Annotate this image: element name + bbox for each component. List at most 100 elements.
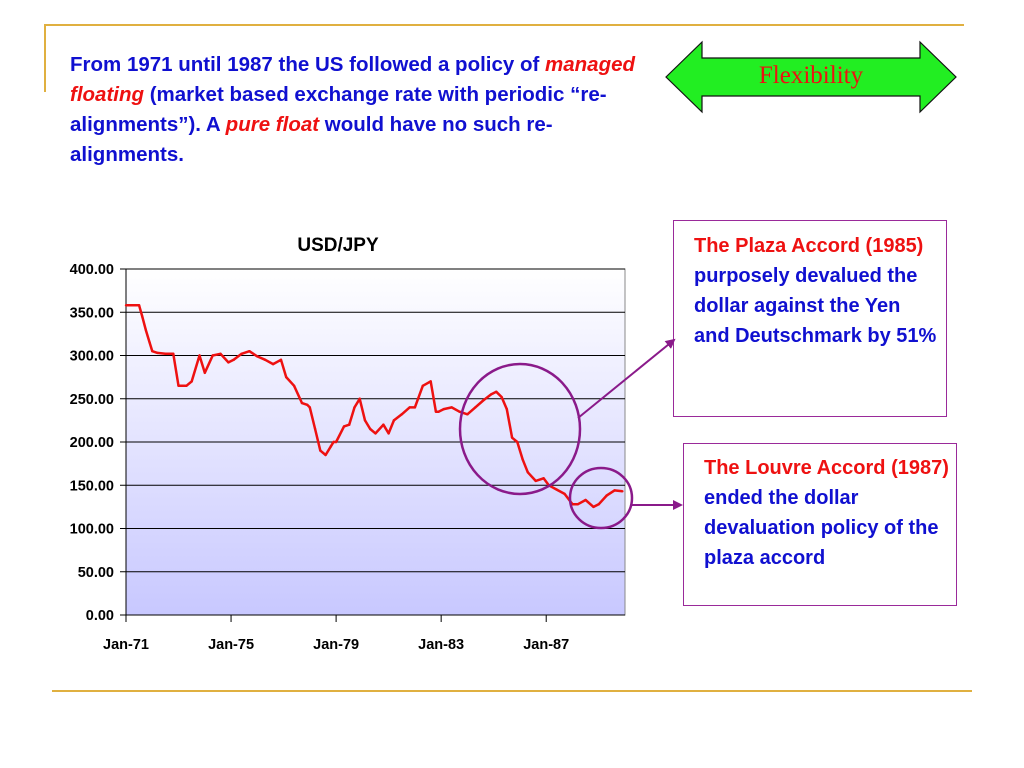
data-point <box>227 361 230 364</box>
data-point <box>300 401 304 405</box>
top-vertical-accent <box>44 24 46 92</box>
data-point <box>334 440 338 444</box>
data-point <box>413 406 417 409</box>
data-point <box>521 458 524 461</box>
data-point <box>256 355 259 358</box>
plaza-accord-title: The Plaza Accord (1985) <box>694 235 924 257</box>
data-point <box>363 419 367 422</box>
y-tick-label: 150.00 <box>70 478 114 494</box>
x-tick-label: Jan-71 <box>103 637 149 653</box>
plaza-accord-pointer-arrow <box>577 338 676 419</box>
intro-text-2: (market based exchange rate with periodi… <box>70 83 607 136</box>
data-point <box>313 427 317 431</box>
intro-text-1: From 1971 until 1987 the US followed a p… <box>70 53 546 76</box>
data-point <box>510 436 514 439</box>
intro-emphasis-managed-floating: managed floating <box>70 53 636 106</box>
data-point <box>434 410 438 413</box>
double-arrow-icon <box>665 40 957 114</box>
data-point <box>332 440 335 444</box>
data-point <box>177 384 180 387</box>
data-point <box>164 352 167 355</box>
data-point <box>387 432 390 435</box>
data-point <box>148 341 151 344</box>
data-point <box>141 315 144 318</box>
data-point <box>124 304 128 307</box>
y-axis-ticks: 0.00 50.00 100.00 150.00 200.00 250.00 300.00 3… <box>70 262 127 624</box>
data-point <box>481 399 485 402</box>
data-point <box>534 479 537 483</box>
data-point <box>198 354 201 357</box>
data-point <box>240 352 243 355</box>
data-point <box>348 423 351 426</box>
plaza-accord-callout: The Plaza Accord (1985) purposely devalu… <box>673 220 947 417</box>
data-point <box>597 503 600 506</box>
data-point <box>358 397 361 400</box>
data-point <box>400 413 403 416</box>
data-point <box>369 427 372 431</box>
data-point <box>324 453 327 457</box>
intro-text-3: would have no such re-alignments. <box>70 113 553 166</box>
data-point <box>248 349 251 353</box>
data-point <box>137 304 141 307</box>
y-tick-label: 100.00 <box>70 522 114 538</box>
data-point <box>292 384 296 387</box>
data-point <box>408 406 411 409</box>
data-point <box>203 371 206 374</box>
data-point <box>542 477 545 480</box>
data-point <box>442 407 445 411</box>
data-point <box>151 349 154 353</box>
data-point <box>429 380 432 383</box>
y-tick-label: 350.00 <box>70 305 114 321</box>
grid-layer <box>126 268 625 573</box>
data-point <box>232 358 235 362</box>
data-point <box>458 410 461 413</box>
data-point <box>308 406 312 409</box>
series-points <box>124 304 624 509</box>
y-tick-label: 0.00 <box>86 608 114 624</box>
data-point <box>489 393 493 396</box>
data-point <box>329 445 333 448</box>
data-point <box>279 358 283 362</box>
data-point <box>500 395 503 399</box>
data-point <box>621 490 624 493</box>
bottom-horizontal-accent <box>52 690 972 692</box>
data-point <box>185 384 188 387</box>
data-point <box>474 406 477 409</box>
data-point <box>505 407 509 411</box>
x-axis-ticks: Jan-71 Jan-75 Jan-79 Jan-83 Jan-87 <box>103 614 625 653</box>
data-point <box>526 471 530 474</box>
data-point <box>382 423 385 426</box>
louvre-accord-callout: The Louvre Accord (1987) ended the dolla… <box>683 443 957 606</box>
data-point <box>172 352 175 355</box>
data-point <box>584 498 587 502</box>
data-point <box>563 492 566 496</box>
data-point <box>353 406 356 409</box>
flexibility-double-arrow: Flexibility <box>664 40 958 114</box>
x-tick-label: Jan-79 <box>313 637 359 653</box>
x-tick-label: Jan-83 <box>418 637 464 653</box>
data-point <box>437 410 440 413</box>
data-point <box>219 352 222 355</box>
data-point <box>156 351 159 355</box>
data-point <box>306 403 309 407</box>
data-point <box>285 375 288 379</box>
louvre-accord-body: ended the dollar devaluation policy of t… <box>704 487 939 569</box>
data-point <box>592 505 595 509</box>
data-point <box>271 362 275 366</box>
top-horizontal-accent <box>44 24 964 26</box>
data-point <box>576 503 579 506</box>
data-point <box>319 449 322 452</box>
data-point <box>342 425 346 428</box>
louvre-accord-highlight-circle <box>568 466 634 530</box>
data-point <box>190 380 193 383</box>
data-point <box>613 489 616 492</box>
x-tick-label: Jan-75 <box>208 637 254 653</box>
y-tick-label: 200.00 <box>70 435 114 451</box>
data-point <box>466 413 469 416</box>
usd-jpy-series-line <box>126 304 623 509</box>
y-tick-label: 400.00 <box>70 262 114 278</box>
data-point <box>421 384 424 387</box>
data-point <box>144 328 147 331</box>
y-tick-label: 250.00 <box>70 392 114 408</box>
